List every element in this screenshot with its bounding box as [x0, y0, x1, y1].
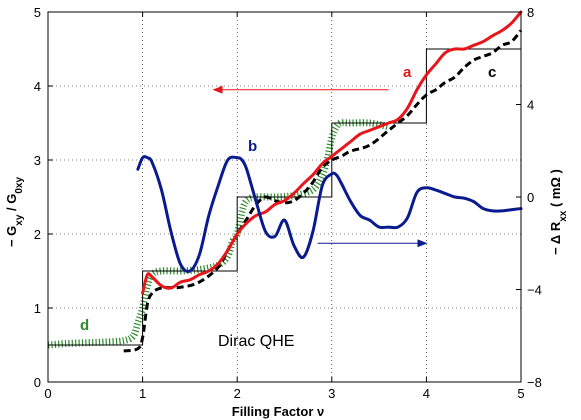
- x-tick-label: 5: [517, 386, 524, 401]
- y-right-label-sub: xx: [558, 210, 569, 222]
- y-right-tick-label: 0: [527, 190, 534, 205]
- y-right-tick-label: 4: [527, 98, 534, 113]
- y-right-tick-label: −8: [527, 375, 542, 390]
- y-left-tick-label: 0: [34, 375, 41, 390]
- x-tick-label: 1: [139, 386, 146, 401]
- y-left-label-sub: xy: [14, 214, 25, 226]
- series-steps: [48, 48, 521, 346]
- x-tick-label: 2: [234, 386, 241, 401]
- series-a: [141, 10, 523, 295]
- y-left-tick-label: 1: [34, 301, 41, 316]
- x-tick-label: 4: [423, 386, 430, 401]
- y-left-tick-label: 5: [34, 5, 41, 20]
- series-c: [123, 29, 523, 353]
- y-axis-label-left: − Gxy / G0xy: [4, 177, 25, 248]
- y-right-label-part: − Δ R: [548, 221, 563, 255]
- annotation-d: d: [80, 317, 89, 334]
- annotation-a: a: [403, 64, 412, 81]
- svg-text:− Gxy / G0xy: − Gxy / G0xy: [4, 177, 25, 248]
- annotation-dirac-qhe: Dirac QHE: [218, 333, 294, 350]
- y-right-tick-label: 8: [527, 5, 534, 20]
- x-axis-label: Filling Factor ν: [232, 404, 324, 419]
- y-left-label-part: − G: [4, 226, 19, 247]
- y-axis-label-right: − Δ Rxx ( mΩ ): [548, 169, 569, 255]
- y-left-tick-label: 3: [34, 153, 41, 168]
- annotation-b: b: [248, 138, 257, 155]
- x-tick-label: 0: [44, 386, 51, 401]
- annotation-c: c: [488, 64, 496, 81]
- y-left-label-sub2: 0xy: [14, 177, 25, 194]
- y-left-tick-label: 2: [34, 227, 41, 242]
- y-left-label-part2: / G: [4, 194, 19, 215]
- series-d: [47, 119, 390, 349]
- x-tick-label: 3: [328, 386, 335, 401]
- svg-text:− Δ Rxx ( mΩ ): − Δ Rxx ( mΩ ): [548, 169, 569, 255]
- arrow-layer: [212, 85, 428, 248]
- y-left-tick-label: 4: [34, 79, 41, 94]
- series-layer: [47, 10, 523, 353]
- series-b: [136, 155, 523, 273]
- y-right-tick-label: −4: [527, 283, 542, 298]
- y-right-label-part2: ( mΩ ): [548, 169, 563, 210]
